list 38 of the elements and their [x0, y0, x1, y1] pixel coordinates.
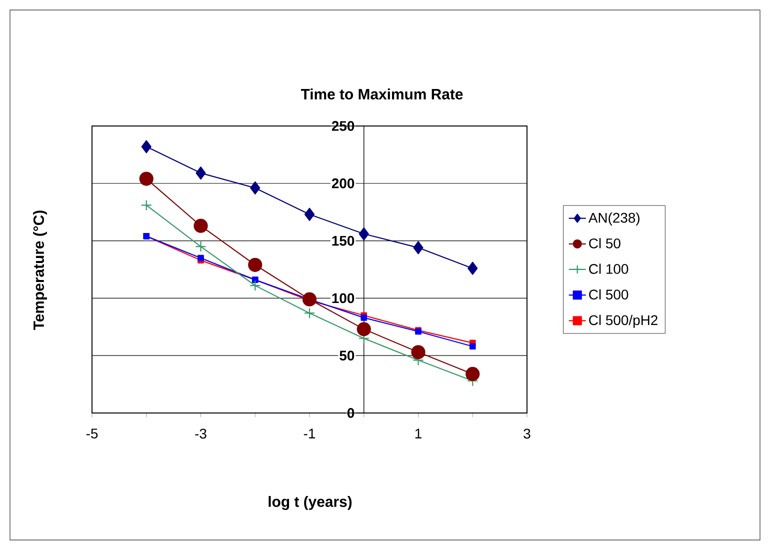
y-axis-title: Temperature (°C) [33, 210, 47, 330]
point [248, 258, 262, 272]
point [250, 280, 261, 292]
point [195, 240, 206, 252]
point [194, 218, 208, 233]
x-tick-label: -5 [86, 428, 98, 438]
chart-title: Time to Maximum Rate [300, 88, 463, 100]
point [304, 308, 316, 319]
x-tick-label: 3 [524, 428, 530, 439]
y-tick-label: 100 [332, 293, 354, 304]
x-tick-label: -3 [195, 428, 206, 439]
point [356, 322, 371, 336]
point [140, 200, 152, 211]
point [141, 140, 152, 154]
point [358, 227, 369, 240]
y-tick-label: 200 [332, 178, 354, 188]
point [469, 343, 476, 350]
point [198, 254, 204, 262]
legend-label: Cl 500 [589, 289, 628, 300]
legend-label: Cl 500/pH2 [589, 314, 658, 328]
legend-label: AN(238) [588, 212, 640, 226]
legend-label: Cl 50 [589, 238, 620, 248]
point [250, 181, 260, 195]
x-tick-label: -1 [304, 428, 316, 438]
y-tick-label: 150 [332, 236, 354, 246]
x-tick-label: 1 [415, 428, 422, 438]
y-tick-label: 50 [340, 350, 354, 361]
point [413, 241, 424, 254]
point [360, 314, 368, 321]
legend-label: Cl 100 [589, 264, 628, 274]
point [139, 172, 154, 186]
point [411, 345, 426, 360]
point [468, 262, 478, 275]
x-axis-title: log t (years) [268, 496, 352, 510]
point [302, 292, 317, 306]
point [466, 366, 480, 382]
point [304, 208, 315, 221]
point [196, 166, 206, 180]
